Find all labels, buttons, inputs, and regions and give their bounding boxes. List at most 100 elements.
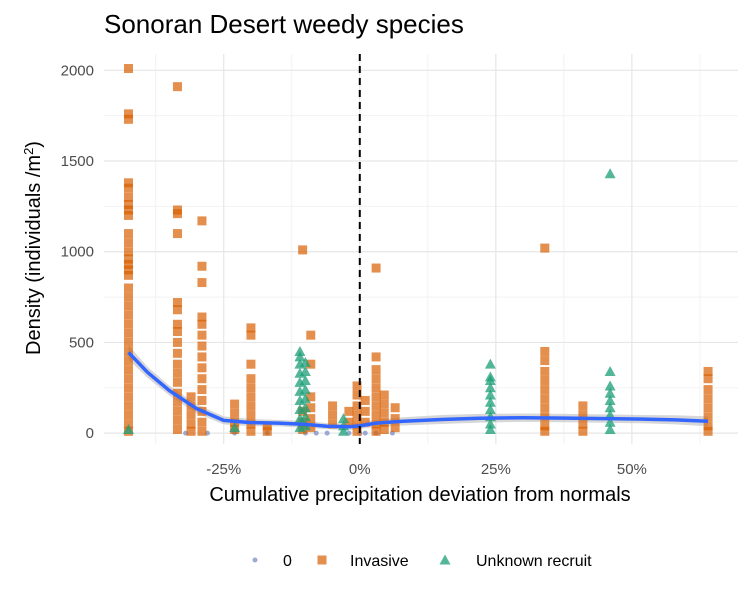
point-invasive [540, 346, 550, 356]
point-invasive [123, 238, 133, 248]
point-unknown-recruit [604, 380, 616, 391]
point-invasive [123, 410, 133, 420]
point-invasive [379, 399, 389, 409]
point-invasive [306, 423, 316, 433]
point-invasive [123, 210, 133, 220]
point-invasive [578, 410, 588, 420]
point-invasive [123, 114, 133, 124]
point-invasive [390, 414, 400, 424]
point-unknown-recruit [484, 396, 496, 407]
legend-label-0: 0 [283, 553, 292, 570]
point-invasive [360, 406, 370, 416]
point-invasive [379, 424, 389, 434]
point-invasive [123, 259, 133, 269]
point-invasive [123, 270, 133, 280]
point-invasive [172, 388, 182, 398]
point-invasive [262, 421, 272, 431]
point-invasive [306, 403, 316, 413]
point-invasive [352, 426, 362, 436]
point-invasive [352, 401, 362, 411]
point-invasive [344, 406, 354, 416]
point-invasive [371, 263, 381, 273]
point-invasive [172, 298, 182, 308]
point-invasive [246, 392, 256, 402]
point-invasive [172, 337, 182, 347]
point-unknown-recruit [604, 365, 616, 376]
point-invasive [306, 414, 316, 424]
point-invasive [379, 390, 389, 400]
y-axis-label-superscript: 2 [21, 148, 36, 155]
point-invasive [578, 426, 588, 436]
point-unknown-recruit [484, 404, 496, 415]
point-invasive [172, 368, 182, 378]
point-invasive [371, 392, 381, 402]
point-unknown-recruit [484, 358, 496, 369]
point-invasive [123, 247, 133, 257]
point-invasive [540, 421, 550, 431]
point-invasive [540, 403, 550, 413]
point-invasive [186, 426, 196, 436]
point-unknown-recruit [229, 422, 241, 433]
point-unknown-recruit [604, 387, 616, 398]
smooth-line-layer [127, 351, 709, 429]
y-tick-label: 500 [69, 334, 94, 351]
point-invasive [172, 209, 182, 219]
point-invasive [123, 283, 133, 293]
point-unknown-recruit [604, 168, 616, 179]
point-invasive [371, 352, 381, 362]
point-unknown-recruit [294, 345, 306, 356]
point-invasive [123, 192, 133, 202]
legend-key-0 [252, 557, 258, 563]
point-unknown-recruit [604, 394, 616, 405]
point-invasive [352, 410, 362, 420]
point-unknown-recruit [122, 423, 134, 434]
point-invasive [578, 419, 588, 429]
point-unknown-recruit [484, 375, 496, 386]
chart-title: Sonoran Desert weedy species [104, 9, 464, 39]
x-tick-label: 50% [617, 461, 647, 478]
point-invasive [246, 330, 256, 340]
point-invasive [172, 82, 182, 92]
point-invasive [123, 229, 133, 239]
point-invasive [246, 426, 256, 436]
point-invasive [230, 399, 240, 409]
point-invasive [197, 330, 207, 340]
point-invasive [123, 319, 133, 329]
point-invasive [186, 410, 196, 420]
point-invasive [123, 346, 133, 356]
point-invasive [371, 365, 381, 375]
point-invasive [390, 403, 400, 413]
point-invasive [197, 352, 207, 362]
point-invasive [197, 216, 207, 226]
point-invasive [197, 374, 207, 384]
point-invasive [123, 392, 133, 402]
point-invasive [306, 330, 316, 340]
point-invasive [123, 374, 133, 384]
point-invasive [352, 381, 362, 391]
point-invasive [123, 401, 133, 411]
point-unknown-recruit [299, 384, 311, 395]
point-invasive [540, 243, 550, 253]
y-tick-label: 1000 [61, 244, 94, 261]
point-invasive [540, 366, 550, 376]
point-invasive [540, 426, 550, 436]
point-invasive [540, 376, 550, 386]
point-invasive [172, 397, 182, 407]
point-unknown-recruit [484, 423, 496, 434]
point-invasive [197, 385, 207, 395]
point-invasive [352, 390, 362, 400]
point-invasive [246, 401, 256, 411]
point-invasive [371, 410, 381, 420]
point-0 [324, 430, 330, 436]
point-unknown-recruit [337, 425, 349, 436]
point-invasive [197, 261, 207, 271]
point-invasive [328, 410, 338, 420]
point-invasive [123, 200, 133, 210]
point-unknown-recruit [299, 375, 311, 386]
point-invasive [197, 426, 207, 436]
point-unknown-recruit [299, 393, 311, 404]
x-tick-label: 0% [349, 461, 371, 478]
point-unknown-recruit [294, 351, 306, 362]
